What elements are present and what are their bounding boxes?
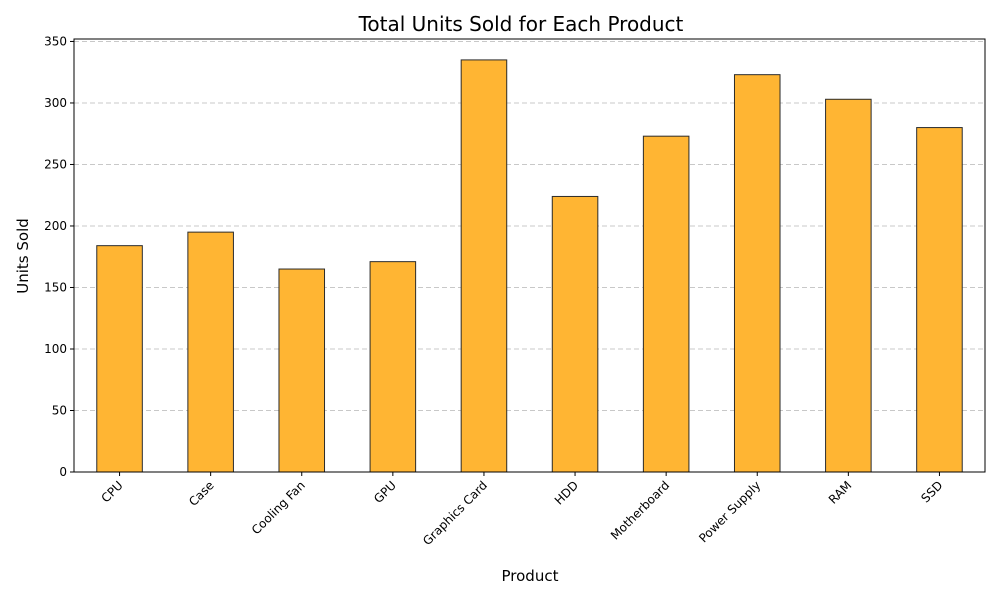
bar (733, 74, 781, 473)
x-tick-label: Case (186, 478, 217, 509)
bar (460, 59, 508, 473)
bars (96, 59, 963, 473)
bar (187, 231, 234, 473)
x-tick-label: CPU (99, 478, 126, 505)
y-tick-label: 50 (52, 403, 67, 417)
bar (916, 127, 963, 473)
x-tick-label: HDD (552, 478, 581, 507)
bar (96, 245, 143, 473)
y-tick-label: 250 (44, 157, 67, 171)
y-tick-label: 300 (44, 96, 67, 110)
x-tick-label: Motherboard (608, 478, 672, 542)
plot-frame (73, 38, 986, 473)
x-tick-label: Power Supply (696, 478, 763, 545)
x-tick-label: Graphics Card (420, 478, 490, 548)
chart-title: Total Units Sold for Each Product (358, 12, 684, 36)
x-ticks: CPU Case Cooling Fan GPU Graphics Card HDD Mot… (99, 472, 946, 548)
bar (369, 261, 417, 473)
axes (73, 38, 986, 473)
bar (825, 98, 872, 473)
x-tick-label: SSD (918, 478, 945, 505)
y-tick-label: 0 (59, 465, 67, 479)
y-tick-label: 100 (44, 342, 67, 356)
x-tick-label: GPU (371, 478, 399, 506)
y-tick-label: 150 (44, 280, 67, 294)
bar (278, 268, 326, 473)
x-tick-label: RAM (826, 478, 855, 507)
y-axis-label: Units Sold (14, 218, 32, 294)
y-tick-label: 350 (44, 34, 67, 48)
bar (642, 135, 690, 473)
y-tick-label: 200 (44, 219, 67, 233)
bar (551, 195, 599, 473)
y-ticks: 0 50 100 150 200 250 300 350 (44, 34, 74, 479)
x-tick-label: Cooling Fan (249, 478, 308, 537)
x-axis-label: Product (502, 567, 559, 585)
